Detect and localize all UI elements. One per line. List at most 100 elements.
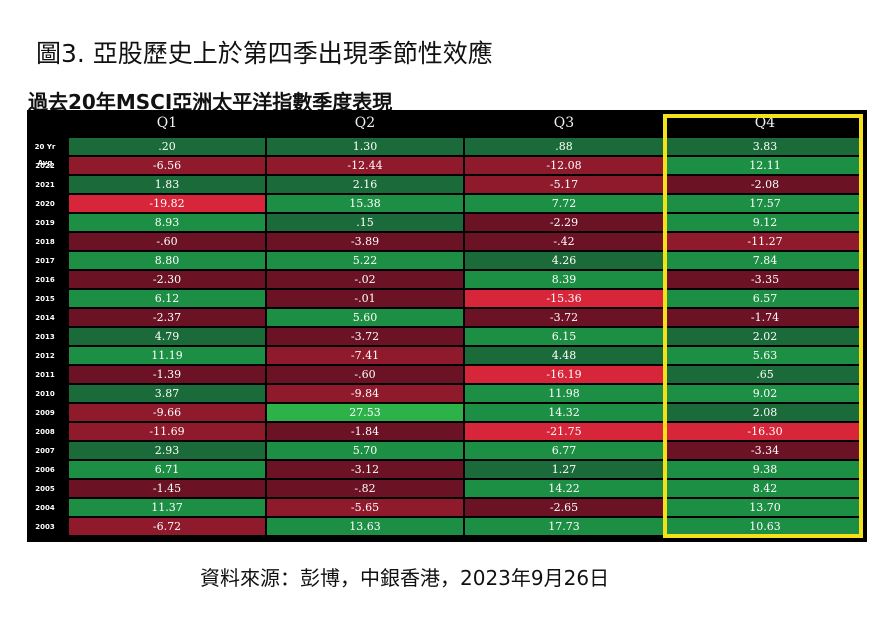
row-label: 2019 [35, 219, 55, 227]
heatmap-cell: 13.63 [267, 518, 463, 535]
row-label: 2010 [35, 390, 55, 398]
heatmap-cell: -.42 [465, 233, 663, 250]
heatmap-cell: 5.63 [667, 347, 863, 364]
heatmap-cell: 9.02 [667, 385, 863, 402]
figure-title: 圖3. 亞股歷史上於第四季出現季節性效應 [36, 39, 493, 68]
heatmap-cell: .15 [267, 214, 463, 231]
heatmap-cell: -2.37 [69, 309, 265, 326]
heatmap-cell: -3.34 [667, 442, 863, 459]
heatmap-cell: 2.93 [69, 442, 265, 459]
heatmap-cell: 27.53 [267, 404, 463, 421]
heatmap-cell: 11.37 [69, 499, 265, 516]
heatmap-cell: 14.32 [465, 404, 663, 421]
heatmap-cell: -16.19 [465, 366, 663, 383]
heatmap-cell: 6.77 [465, 442, 663, 459]
heatmap-cell: 1.30 [267, 138, 463, 155]
heatmap-cell: -.60 [267, 366, 463, 383]
heatmap-cell: -11.69 [69, 423, 265, 440]
source-note: 資料來源：彭博，中銀香港，2023年9月26日 [200, 566, 610, 590]
row-label: 2021 [35, 181, 55, 189]
heatmap-cell: -1.74 [667, 309, 863, 326]
heatmap-cell: -1.84 [267, 423, 463, 440]
row-label: 2017 [35, 257, 55, 265]
heatmap-cell: 10.63 [667, 518, 863, 535]
heatmap-cell: 9.38 [667, 461, 863, 478]
heatmap-cell: 7.84 [667, 252, 863, 269]
heatmap-cell: -2.30 [69, 271, 265, 288]
row-label: 2022 [35, 162, 55, 170]
heatmap-cell: -9.84 [267, 385, 463, 402]
heatmap-cell: 6.15 [465, 328, 663, 345]
heatmap-cell: 6.57 [667, 290, 863, 307]
heatmap-cell: .20 [69, 138, 265, 155]
heatmap-cell: -3.72 [465, 309, 663, 326]
heatmap-cell: -21.75 [465, 423, 663, 440]
heatmap-cell: -11.27 [667, 233, 863, 250]
heatmap-cell: -6.72 [69, 518, 265, 535]
row-label: 2015 [35, 295, 55, 303]
heatmap-cell: -16.30 [667, 423, 863, 440]
row-label: 2011 [35, 371, 55, 379]
row-label: 20 Yr Avg [34, 143, 56, 167]
heatmap-cell: -2.29 [465, 214, 663, 231]
heatmap-cell: -.60 [69, 233, 265, 250]
heatmap-cell: 5.70 [267, 442, 463, 459]
heatmap-cell: -12.44 [267, 157, 463, 174]
heatmap-cell: 6.12 [69, 290, 265, 307]
heatmap-cell: 17.73 [465, 518, 663, 535]
heatmap-cell: 5.60 [267, 309, 463, 326]
heatmap-cell: 2.08 [667, 404, 863, 421]
row-label: 2014 [35, 314, 55, 322]
heatmap-cell: -.02 [267, 271, 463, 288]
heatmap-cell: 8.80 [69, 252, 265, 269]
heatmap-cell: 4.48 [465, 347, 663, 364]
heatmap-cell: 8.93 [69, 214, 265, 231]
heatmap-cell: 8.42 [667, 480, 863, 497]
heatmap-cell: 1.83 [69, 176, 265, 193]
heatmap-cell: -.82 [267, 480, 463, 497]
heatmap-cell: 7.72 [465, 195, 663, 212]
heatmap-cell: -5.65 [267, 499, 463, 516]
heatmap-cell: 11.98 [465, 385, 663, 402]
row-label: 2007 [35, 447, 55, 455]
heatmap-cell: 6.71 [69, 461, 265, 478]
heatmap-cell: 13.70 [667, 499, 863, 516]
heatmap-cell: -3.89 [267, 233, 463, 250]
heatmap-cell: -9.66 [69, 404, 265, 421]
heatmap-cell: 9.12 [667, 214, 863, 231]
row-label: 2009 [35, 409, 55, 417]
row-label: 2012 [35, 352, 55, 360]
heatmap-cell: -2.65 [465, 499, 663, 516]
heatmap-cell: 1.27 [465, 461, 663, 478]
heatmap-cell: -1.39 [69, 366, 265, 383]
heatmap-table: Q1 Q2 Q3 Q4 20 Yr Avg .20 1.30.88 3.83 2022 -6.56… [27, 110, 867, 542]
column-header-q4: Q4 [754, 115, 776, 131]
heatmap-cell: -3.12 [267, 461, 463, 478]
heatmap-cell: -7.41 [267, 347, 463, 364]
heatmap-cell: -1.45 [69, 480, 265, 497]
heatmap-cell: 8.39 [465, 271, 663, 288]
row-label: 2004 [35, 504, 55, 512]
heatmap-cell: -3.72 [267, 328, 463, 345]
row-label: 2005 [35, 485, 55, 493]
row-label: 2018 [35, 238, 55, 246]
heatmap-cell: 3.87 [69, 385, 265, 402]
heatmap-cell: -15.36 [465, 290, 663, 307]
heatmap-cell: -2.08 [667, 176, 863, 193]
heatmap-cell: 3.83 [667, 138, 863, 155]
column-header-q1: Q1 [156, 115, 178, 131]
heatmap-cell: 4.79 [69, 328, 265, 345]
heatmap-cell: 4.26 [465, 252, 663, 269]
heatmap-cell: .88 [465, 138, 663, 155]
row-label: 2006 [35, 466, 55, 474]
heatmap-cell: 12.11 [667, 157, 863, 174]
heatmap-cell: -12.08 [465, 157, 663, 174]
row-label: 2008 [35, 428, 55, 436]
column-header-q3: Q3 [553, 115, 575, 131]
row-label: 2020 [35, 200, 55, 208]
heatmap-cell: 2.16 [267, 176, 463, 193]
heatmap-cell: 17.57 [667, 195, 863, 212]
heatmap-cell: -3.35 [667, 271, 863, 288]
column-header-q2: Q2 [354, 115, 376, 131]
heatmap-cell: 5.22 [267, 252, 463, 269]
